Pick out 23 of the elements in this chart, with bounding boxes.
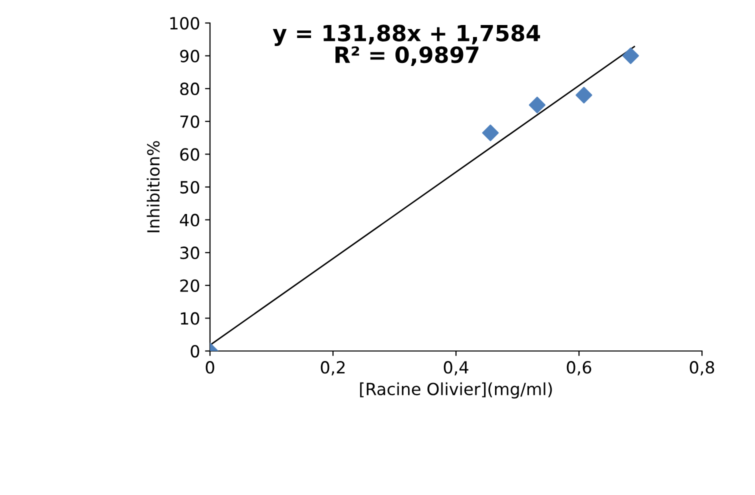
annotation: y = 131,88x + 1,7584 R² = 0,9897 xyxy=(272,24,540,66)
x-tick-label: 0,8 xyxy=(690,361,714,376)
x-axis-title: [Racine Olivier](mg/ml) xyxy=(360,382,552,399)
point xyxy=(622,48,639,64)
y-tick-label: 20 xyxy=(180,279,200,292)
y-tick-label: 0 xyxy=(190,344,200,358)
x-tick-label: 0,4 xyxy=(444,361,468,376)
y-tick-label: 80 xyxy=(180,82,200,96)
point xyxy=(482,124,499,142)
y-tick-label: 70 xyxy=(180,115,200,128)
y-tick-label: 100 xyxy=(170,16,200,30)
point xyxy=(576,86,592,104)
x-tick-label: 0,6 xyxy=(566,361,592,376)
y-tick-label: 40 xyxy=(180,214,200,226)
x-tick-label: 0,2 xyxy=(320,361,345,376)
y-tick-label: 60 xyxy=(180,148,200,161)
y-tick-label: 90 xyxy=(180,50,200,62)
point xyxy=(528,96,546,114)
y-tick-label: 50 xyxy=(180,180,200,194)
y-tick-label: 10 xyxy=(180,312,200,325)
x-tick-label: 0 xyxy=(206,361,214,374)
y-axis-title: Inhibition% xyxy=(146,141,160,232)
y-tick-label: 30 xyxy=(180,246,200,260)
